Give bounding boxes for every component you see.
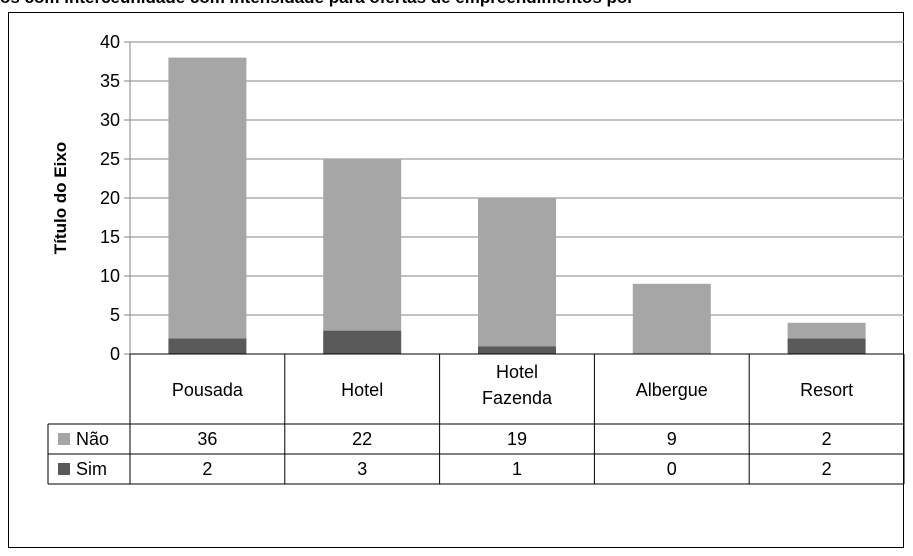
data-value: 3 [357, 459, 367, 479]
y-tick-label: 25 [100, 149, 120, 169]
legend-key-sim [58, 463, 70, 475]
y-tick-label: 40 [100, 32, 120, 52]
bar-nao [168, 57, 247, 339]
chart-frame [8, 12, 904, 548]
data-value: 2 [822, 459, 832, 479]
y-tick-label: 20 [100, 188, 120, 208]
legend-label: Sim [76, 459, 107, 479]
y-tick-label: 35 [100, 71, 120, 91]
category-label: Hotel [341, 380, 383, 400]
bar-nao [787, 322, 866, 339]
category-label: Resort [800, 380, 853, 400]
legend-label: Não [76, 429, 109, 449]
y-axis-title: Título do Eixo [51, 142, 70, 254]
data-value: 2 [822, 429, 832, 449]
bar-sim [478, 346, 556, 354]
y-tick-label: 10 [100, 266, 120, 286]
category-label: Pousada [172, 380, 244, 400]
data-value: 9 [667, 429, 677, 449]
y-tick-label: 5 [110, 305, 120, 325]
category-label: Hotel Fazenda [482, 362, 553, 408]
y-tick-label: 15 [100, 227, 120, 247]
data-value: 2 [202, 459, 212, 479]
bar-nao [323, 159, 402, 331]
bar-nao [632, 283, 711, 354]
data-table: Pousada Hotel Hotel Fazenda Albergue Resort Nã… [47, 353, 905, 485]
bar-sim [787, 338, 866, 354]
y-tick-label: 0 [110, 344, 120, 364]
category-label: Albergue [636, 380, 708, 400]
data-value: 19 [507, 429, 527, 449]
y-tick-label: 30 [100, 110, 120, 130]
caption-fragment: os com interceunidade com intensidade pa… [0, 0, 913, 10]
y-tick-labels: 0 5 10 15 20 25 30 35 40 [100, 32, 120, 364]
bars [168, 57, 866, 354]
data-value: 22 [352, 429, 372, 449]
bar-nao [478, 198, 556, 347]
data-value: 0 [667, 459, 677, 479]
data-value: 36 [197, 429, 217, 449]
bar-sim [168, 338, 247, 354]
legend-key-não [58, 433, 70, 445]
data-value: 1 [512, 459, 522, 479]
bar-sim [323, 330, 402, 354]
